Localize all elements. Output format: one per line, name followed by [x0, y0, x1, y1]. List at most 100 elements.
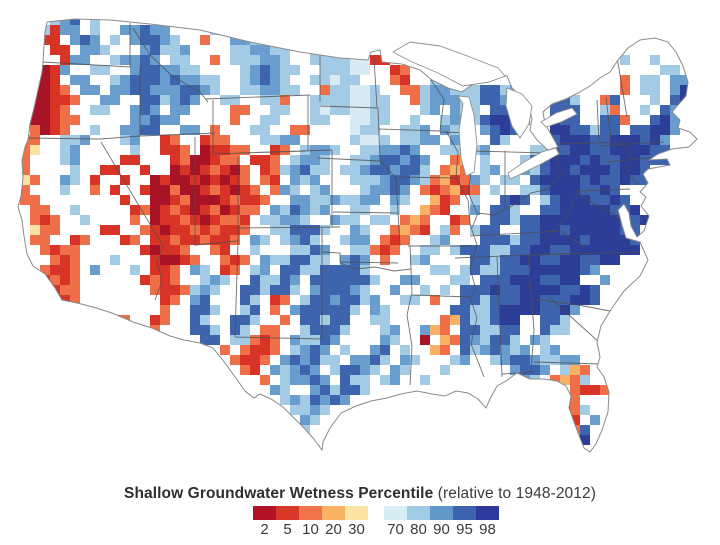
raster-cell [80, 225, 90, 235]
raster-cell [640, 215, 650, 225]
raster-cell [420, 165, 430, 175]
raster-cell [560, 205, 570, 215]
raster-cell [260, 145, 270, 155]
raster-cell [250, 155, 260, 165]
raster-cell [510, 255, 520, 265]
raster-cell [100, 295, 110, 305]
raster-cell [300, 255, 310, 265]
raster-cell [260, 75, 270, 85]
raster-cell [250, 145, 260, 155]
raster-cell [300, 65, 310, 75]
raster-cell [130, 325, 140, 335]
raster-cell [380, 315, 390, 325]
raster-cell [480, 255, 490, 265]
raster-cell [490, 235, 500, 245]
raster-cell [540, 335, 550, 345]
raster-cell [540, 205, 550, 215]
raster-cell [220, 155, 230, 165]
great-lake-2 [457, 95, 478, 177]
raster-cell [540, 255, 550, 265]
raster-cell [340, 305, 350, 315]
raster-cell [100, 45, 110, 55]
raster-cell [90, 155, 100, 165]
raster-cell [360, 365, 370, 375]
raster-cell [40, 305, 50, 315]
raster-cell [510, 285, 520, 295]
raster-cell [220, 55, 230, 65]
raster-cell [70, 315, 80, 325]
raster-cell [520, 295, 530, 305]
raster-cell [210, 235, 220, 245]
raster-cell [80, 275, 90, 285]
raster-cell [160, 195, 170, 205]
raster-cell [270, 345, 280, 355]
raster-cell [360, 305, 370, 315]
raster-cell [670, 155, 680, 165]
raster-cell [120, 295, 130, 305]
raster-cell [150, 325, 160, 335]
raster-cell [270, 335, 280, 345]
raster-cell [140, 165, 150, 175]
raster-cell [590, 105, 600, 115]
raster-cell [600, 95, 610, 105]
raster-cell [180, 295, 190, 305]
raster-cell [480, 295, 490, 305]
raster-cell [370, 115, 380, 125]
raster-cell [240, 235, 250, 245]
raster-cell [100, 75, 110, 85]
raster-cell [660, 145, 670, 155]
raster-cell [250, 285, 260, 295]
raster-cell [240, 265, 250, 275]
raster-cell [590, 165, 600, 175]
raster-cell [400, 305, 410, 315]
raster-cell [370, 325, 380, 335]
raster-cell [640, 175, 650, 185]
raster-cell [530, 325, 540, 335]
raster-cell [530, 285, 540, 295]
raster-cell [340, 55, 350, 65]
raster-cell [590, 225, 600, 235]
raster-cell [170, 125, 180, 135]
raster-cell [210, 155, 220, 165]
raster-cell [340, 35, 350, 45]
raster-cell [530, 275, 540, 285]
raster-cell [140, 185, 150, 195]
raster-cell [350, 265, 360, 275]
raster-cell [400, 185, 410, 195]
raster-cell [250, 245, 260, 255]
raster-cell [100, 135, 110, 145]
raster-cell [460, 345, 470, 355]
raster-cell [100, 315, 110, 325]
raster-cell [360, 335, 370, 345]
raster-cell [430, 335, 440, 345]
raster-cell [220, 25, 230, 35]
raster-cell [300, 235, 310, 245]
raster-cell [80, 125, 90, 135]
raster-cell [100, 275, 110, 285]
raster-cell [30, 245, 40, 255]
raster-cell [500, 335, 510, 345]
raster-cell [180, 285, 190, 295]
raster-cell [190, 65, 200, 75]
raster-cell [340, 145, 350, 155]
raster-cell [50, 205, 60, 215]
raster-cell [510, 145, 520, 155]
raster-cell [380, 185, 390, 195]
raster-cell [470, 105, 480, 115]
raster-cell [160, 135, 170, 145]
raster-cell [240, 115, 250, 125]
raster-cell [190, 305, 200, 315]
raster-cell [240, 345, 250, 355]
raster-cell [130, 285, 140, 295]
wet-percentile-label-95: 95 [456, 521, 473, 538]
raster-cell [30, 155, 40, 165]
raster-cell [310, 385, 320, 395]
raster-cell [290, 35, 300, 45]
raster-cell [650, 55, 660, 65]
raster-cell [330, 85, 340, 95]
raster-cell [360, 255, 370, 265]
raster-cell [70, 205, 80, 215]
raster-cell [310, 175, 320, 185]
raster-cell [340, 335, 350, 345]
raster-cell [310, 325, 320, 335]
